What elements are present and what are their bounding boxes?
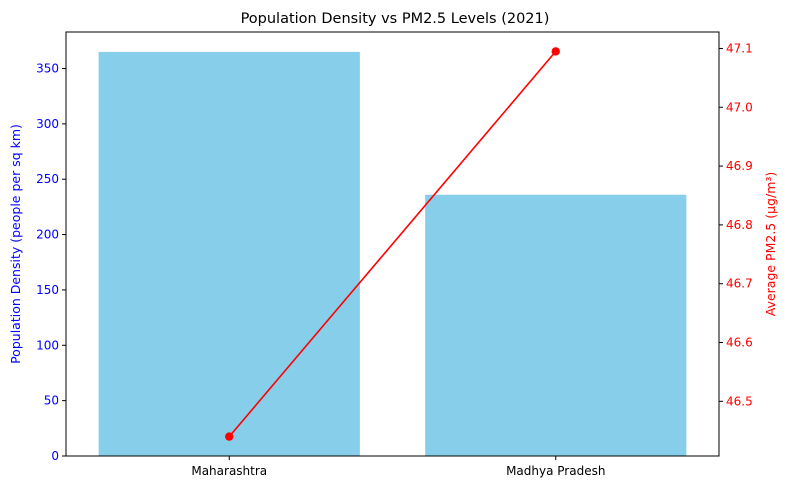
x-tick-label: Maharashtra bbox=[191, 464, 267, 478]
pm25-point-maharashtra bbox=[225, 432, 234, 441]
y-right-tick-label: 47.1 bbox=[726, 41, 753, 55]
pm25-point-madhya-pradesh bbox=[551, 47, 560, 56]
x-tick-label: Madhya Pradesh bbox=[506, 464, 605, 478]
y-left-tick-label: 250 bbox=[36, 172, 59, 186]
y-right-tick-label: 46.6 bbox=[726, 336, 753, 350]
y-left-tick-label: 150 bbox=[36, 283, 59, 297]
bar-series bbox=[98, 51, 687, 457]
pm25-line bbox=[228, 50, 557, 438]
plot-frame bbox=[65, 31, 720, 457]
y-right-tick-label: 46.7 bbox=[726, 277, 753, 291]
y-right-tick-label: 46.5 bbox=[726, 394, 753, 408]
y-left-tick-label: 50 bbox=[44, 394, 59, 408]
bar-madhya-pradesh bbox=[425, 194, 687, 456]
y-right-tick-label: 47.0 bbox=[726, 100, 753, 114]
y-left-axis-label: Population Density (people per sq km) bbox=[8, 124, 23, 364]
chart-title: Population Density vs PM2.5 Levels (2021… bbox=[241, 11, 550, 27]
y-right-axis-label: Average PM2.5 (µg/m³) bbox=[763, 172, 778, 317]
bar-maharashtra bbox=[98, 51, 360, 457]
line-series bbox=[225, 47, 560, 441]
y-left-tick-label: 0 bbox=[51, 449, 59, 463]
y-right-tick-label: 46.8 bbox=[726, 218, 753, 232]
y-left-tick-label: 300 bbox=[36, 117, 59, 131]
y-left-tick-label: 200 bbox=[36, 228, 59, 242]
axes: Maharashtra Madhya Pradesh 0 50 100 150 200 250… bbox=[36, 31, 753, 478]
y-left-tick-label: 100 bbox=[36, 338, 59, 352]
y-right-tick-label: 46.9 bbox=[726, 159, 753, 173]
y-left-tick-label: 350 bbox=[36, 62, 59, 76]
